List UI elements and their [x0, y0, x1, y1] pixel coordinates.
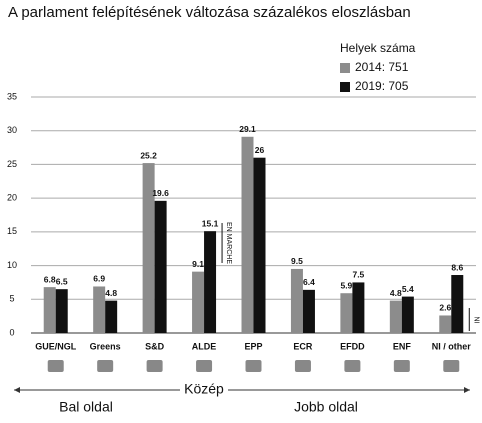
center-label: Közép [184, 381, 224, 397]
legend-swatch [340, 82, 350, 92]
party-icon [393, 360, 410, 372]
party-icon [146, 360, 163, 372]
x-tick-label: EPP [244, 341, 262, 351]
legend-label: 2014: 751 [355, 60, 409, 74]
party-icon [344, 360, 361, 372]
value-label: 29.1 [239, 124, 256, 134]
x-tick-label: EFDD [340, 341, 365, 351]
chart-title: A parlament felépítésének változása száz… [8, 4, 411, 21]
bar [389, 300, 402, 333]
value-label: 25.2 [140, 150, 157, 160]
bar [55, 289, 68, 333]
legend-swatch [340, 63, 350, 73]
x-tick-label: NI / other [432, 341, 471, 351]
y-tick-label: 10 [7, 260, 17, 270]
bar [105, 300, 118, 333]
value-label: 5.4 [402, 284, 414, 294]
party-icon [47, 360, 64, 372]
arrow-head [14, 387, 20, 393]
x-tick-label: ENF [393, 341, 412, 351]
y-tick-label: 25 [7, 159, 17, 169]
annotation: EN MARCHE [225, 222, 232, 264]
value-label: 6.4 [303, 277, 315, 287]
y-tick-label: 30 [7, 125, 17, 135]
value-label: 15.1 [202, 218, 219, 228]
bar [142, 163, 155, 333]
party-icon [97, 360, 114, 372]
value-label: 9.5 [291, 256, 303, 266]
bar [290, 268, 303, 333]
value-label: 6.9 [93, 274, 105, 284]
bar [352, 282, 365, 333]
party-icon [196, 360, 213, 372]
bar [302, 289, 315, 333]
value-label: 2.6 [439, 303, 451, 313]
bar [340, 293, 353, 333]
value-label: 5.9 [340, 280, 352, 290]
annotation: NI [472, 317, 479, 324]
party-icon [294, 360, 311, 372]
icons [47, 360, 460, 372]
party-icon [245, 360, 262, 372]
bar [154, 200, 167, 333]
value-label: 4.8 [105, 288, 117, 298]
bar [451, 275, 464, 333]
value-label: 26 [255, 145, 265, 155]
x-tick-label: ECR [293, 341, 313, 351]
bar [43, 287, 56, 333]
y-tick-label: 15 [7, 226, 17, 236]
legend-label: 2019: 705 [355, 79, 409, 93]
bar [192, 271, 205, 333]
y-tick-label: 35 [7, 91, 17, 101]
y-tick-label: 0 [9, 327, 14, 337]
bar [241, 136, 254, 333]
bar [204, 231, 217, 333]
x-tick-label: S&D [145, 341, 165, 351]
y-tick-label: 5 [9, 294, 14, 304]
arrow-head [464, 387, 470, 393]
bar [253, 157, 266, 333]
bar [401, 296, 414, 333]
bar [439, 315, 452, 333]
x-tick-label: Greens [90, 341, 121, 351]
value-label: 4.8 [390, 288, 402, 298]
value-label: 9.1 [192, 259, 204, 269]
x-tick-label: GUE/NGL [35, 341, 77, 351]
value-label: 8.6 [451, 262, 463, 272]
right-label: Jobb oldal [294, 399, 358, 415]
value-label: 7.5 [352, 270, 364, 280]
legend-title: Helyek száma [340, 41, 416, 55]
bar [93, 286, 106, 333]
y-tick-label: 20 [7, 193, 17, 203]
x-tick-label: ALDE [192, 341, 217, 351]
value-label: 19.6 [152, 188, 169, 198]
value-label: 6.8 [44, 274, 56, 284]
left-label: Bal oldal [59, 399, 113, 415]
party-icon [443, 360, 460, 372]
value-label: 6.5 [56, 276, 68, 286]
